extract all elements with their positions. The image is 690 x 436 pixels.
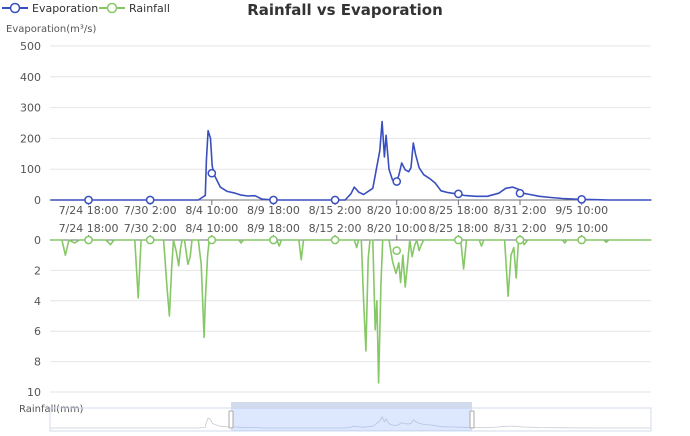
top-x-tick-label: 8/25 18:00 — [428, 204, 488, 217]
top-grid — [50, 45, 651, 201]
bottom-x-tick-label: 8/9 18:00 — [247, 222, 300, 235]
rainfall-data-point[interactable] — [392, 246, 402, 255]
data-zoom-handle-right[interactable] — [469, 410, 475, 429]
rainfall-data-point[interactable] — [577, 235, 587, 245]
bottom-y-tick-label: 2 — [34, 264, 41, 277]
bottom-x-tick-labels: 7/24 18:00 7/30 2:00 8/4 10:00 8/9 18:00 8/1… — [59, 222, 608, 240]
rainfall-data-point[interactable] — [454, 235, 463, 245]
evaporation-data-point[interactable] — [330, 195, 340, 205]
bottom-y-tick-label: 10 — [27, 386, 41, 399]
bottom-x-tick-label: 7/30 2:00 — [124, 222, 177, 235]
bottom-x-tick-label: 8/25 18:00 — [428, 222, 488, 235]
top-y-tick-label: 400 — [20, 71, 41, 84]
bottom-y-tick-labels: 0 2 4 6 8 10 — [27, 234, 41, 399]
top-x-tick-label: 8/4 10:00 — [185, 204, 238, 217]
top-y-tick-label: 100 — [20, 163, 41, 176]
rainfall-data-point[interactable] — [269, 235, 278, 245]
legend-item-rainfall[interactable]: Rainfall — [99, 2, 170, 15]
legend-item-evaporation[interactable]: Evaporation — [2, 2, 98, 15]
evaporation-data-point[interactable] — [577, 195, 587, 204]
bottom-x-tick-label: 8/31 2:00 — [494, 222, 547, 235]
evaporation-data-point[interactable] — [207, 168, 217, 178]
top-x-tick-label: 9/5 10:00 — [555, 204, 608, 217]
legend: Evaporation Rainfall — [2, 2, 170, 15]
bottom-x-tick-label: 9/5 10:00 — [555, 222, 608, 235]
rainfall-data-point[interactable] — [207, 235, 217, 245]
bottom-x-tick-label: 8/20 10:00 — [367, 222, 427, 235]
top-y-tick-label: 300 — [20, 102, 41, 115]
top-y-tick-label: 200 — [20, 132, 41, 145]
legend-rainfall-marker — [106, 2, 118, 14]
top-x-tick-label: 8/9 18:00 — [247, 204, 300, 217]
legend-evaporation-marker — [9, 2, 21, 14]
bottom-y-tick-label: 0 — [34, 234, 41, 247]
rainfall-data-point[interactable] — [515, 235, 525, 245]
top-x-tick-label: 8/20 10:00 — [367, 204, 427, 217]
top-y-tick-label: 0 — [34, 194, 41, 207]
rainfall-data-point[interactable] — [84, 235, 93, 245]
bottom-x-tick-label: 8/4 10:00 — [185, 222, 238, 235]
top-x-tick-label: 7/24 18:00 — [59, 204, 119, 217]
bottom-y-axis-title: Rainfall(mm) — [19, 404, 84, 415]
rainfall-data-point[interactable] — [145, 235, 155, 245]
bottom-y-tick-label: 8 — [34, 356, 41, 369]
rainfall-series-line — [50, 239, 652, 384]
bottom-x-tick-label: 7/24 18:00 — [59, 222, 119, 235]
data-zoom[interactable] — [49, 402, 652, 432]
evaporation-data-point[interactable] — [269, 195, 278, 205]
top-y-tick-label: 500 — [20, 40, 41, 53]
evaporation-data-point[interactable] — [392, 177, 402, 186]
top-x-tick-label: 7/30 2:00 — [124, 204, 177, 217]
evaporation-data-point[interactable] — [515, 188, 525, 198]
top-y-axis-title: Evaporation(m³/s) — [6, 24, 96, 35]
bottom-y-tick-label: 4 — [34, 295, 41, 308]
evaporation-data-point[interactable] — [145, 195, 155, 205]
legend-rainfall-label: Rainfall — [129, 2, 170, 15]
rainfall-data-point[interactable] — [330, 235, 340, 245]
data-zoom-move-handle[interactable] — [231, 402, 472, 408]
top-x-tick-label: 8/15 2:00 — [309, 204, 362, 217]
evaporation-data-point[interactable] — [454, 189, 463, 199]
chart-title: Rainfall vs Evaporation — [247, 1, 443, 19]
top-y-tick-labels: 0 100 200 300 400 500 — [20, 40, 41, 207]
evaporation-series-line — [50, 120, 652, 201]
bottom-y-tick-label: 6 — [34, 325, 41, 338]
series-layer — [50, 120, 652, 384]
top-x-tick-label: 8/31 2:00 — [494, 204, 547, 217]
bottom-x-tick-label: 8/15 2:00 — [309, 222, 362, 235]
legend-evaporation-label: Evaporation — [32, 2, 98, 15]
data-zoom-handle-left[interactable] — [228, 410, 234, 429]
evaporation-data-point[interactable] — [84, 195, 93, 205]
data-zoom-preview — [50, 415, 652, 429]
data-zoom-selected-range[interactable] — [231, 408, 472, 431]
